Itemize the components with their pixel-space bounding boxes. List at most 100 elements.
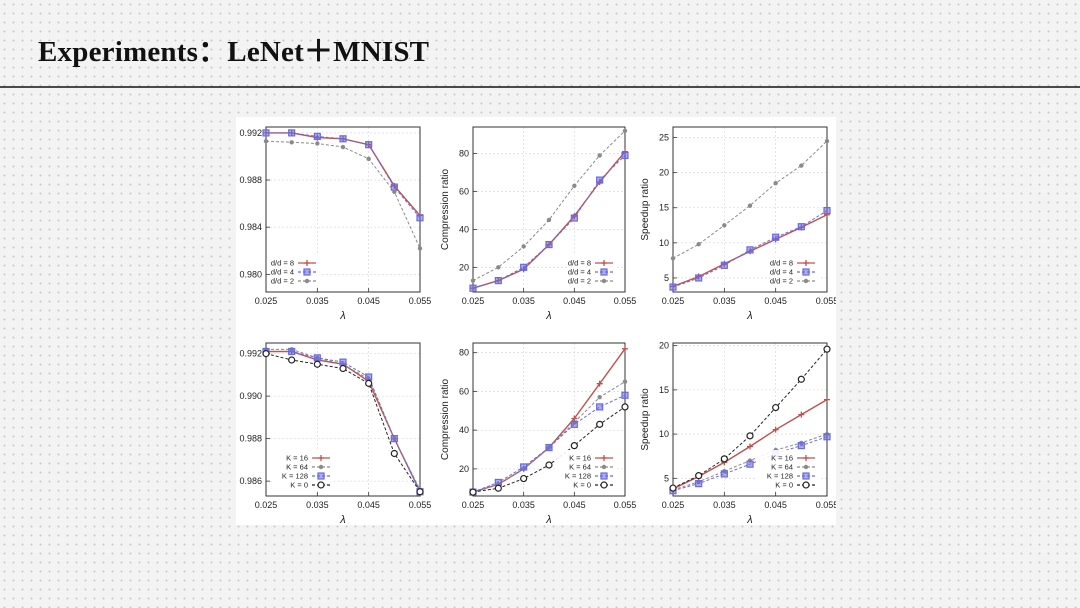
- data-point: [696, 242, 701, 247]
- legend-marker: [803, 464, 809, 470]
- x-tick-label: 0.025: [255, 500, 278, 510]
- legend-label: K = 16: [771, 454, 793, 463]
- y-tick-label: 0.992: [239, 128, 262, 138]
- x-tick-label: 0.045: [764, 500, 787, 510]
- data-point: [288, 129, 296, 137]
- data-point: [622, 345, 628, 352]
- data-point: [669, 283, 677, 291]
- data-point: [392, 189, 397, 195]
- data-point: [746, 246, 754, 254]
- data-point: [470, 278, 476, 283]
- y-tick-label: 0.984: [239, 222, 262, 232]
- legend-marker: [318, 464, 324, 470]
- data-point: [747, 443, 753, 450]
- data-point: [596, 420, 604, 428]
- data-point: [746, 432, 754, 440]
- data-point: [545, 461, 553, 469]
- legend: d/d = 8d/d = 4d/d = 2: [568, 255, 617, 286]
- y-tick-label: 80: [459, 348, 469, 358]
- x-tick-label: 0.035: [306, 500, 329, 510]
- data-point: [262, 129, 270, 137]
- legend-box: [569, 255, 617, 286]
- y-axis-label: Compression ratio: [440, 378, 451, 460]
- x-tick-label: 0.025: [662, 296, 685, 306]
- chart-4: 0.025 0.035 0.045 0.055 0.986 0.988 0.990 0.992…: [239, 342, 431, 525]
- data-point: [596, 380, 603, 387]
- legend-label: K = 64: [771, 463, 793, 472]
- data-point: [720, 455, 728, 463]
- data-point: [797, 375, 805, 383]
- data-point: [289, 140, 294, 145]
- data-point: [621, 151, 629, 160]
- y-tick-label: 10: [659, 238, 669, 248]
- data-point: [772, 403, 780, 412]
- legend-marker: [802, 268, 810, 276]
- data-point: [720, 470, 728, 478]
- data-point: [469, 488, 477, 496]
- legend-label: d/d = 8: [271, 259, 294, 268]
- data-point: [572, 183, 577, 188]
- y-tick-label: 20: [659, 341, 669, 351]
- legend-label: d/d = 4: [271, 268, 294, 277]
- x-tick-label: 0.035: [713, 296, 736, 306]
- data-point: [772, 233, 780, 241]
- x-tick-label: 0.055: [816, 296, 836, 306]
- y-axis-label: Speedup ratio: [640, 178, 651, 241]
- series-line: [672, 140, 828, 259]
- legend-marker: [802, 472, 810, 480]
- x-axis-label: λ: [746, 310, 752, 322]
- x-tick-label: 0.055: [816, 500, 836, 510]
- data-point: [521, 244, 526, 249]
- data-point: [546, 217, 552, 223]
- legend-marker: [803, 278, 809, 284]
- legend-label: d/d = 8: [568, 259, 591, 268]
- data-point: [417, 246, 423, 251]
- legend-marker: [600, 268, 608, 276]
- data-point: [722, 223, 727, 228]
- data-point: [596, 176, 604, 184]
- data-point: [340, 144, 346, 150]
- data-point: [416, 488, 424, 496]
- data-point: [390, 183, 398, 191]
- data-point: [747, 203, 753, 208]
- legend-label: K = 128: [767, 472, 793, 481]
- data-point: [288, 347, 296, 356]
- data-point: [597, 153, 602, 158]
- y-tick-label: 0.990: [239, 391, 262, 401]
- legend-marker: [318, 455, 324, 461]
- y-tick-label: 0.992: [239, 349, 262, 359]
- legend-label: K = 0: [290, 481, 308, 490]
- legend-label: K = 128: [565, 472, 591, 481]
- data-point: [597, 395, 602, 400]
- plot-frame: [265, 126, 421, 293]
- data-point: [339, 135, 347, 143]
- legend-marker: [303, 268, 311, 276]
- x-tick-label: 0.045: [563, 296, 586, 306]
- x-tick-label: 0.055: [409, 296, 432, 306]
- data-point: [545, 443, 553, 452]
- x-tick-label: 0.045: [563, 500, 586, 510]
- data-point: [365, 141, 373, 149]
- x-tick-label: 0.025: [462, 296, 485, 306]
- y-tick-label: 0.988: [239, 434, 262, 444]
- data-point: [695, 472, 703, 480]
- legend-label: K = 64: [286, 463, 308, 472]
- chart-2: 0.025 0.035 0.045 0.055 20 40 60 80 λ Compression…: [440, 126, 637, 322]
- x-tick-label: 0.055: [614, 296, 637, 306]
- chart-5: 0.025 0.035 0.045 0.055 20 40 60 80 λ Compression…: [440, 342, 636, 525]
- data-point: [315, 141, 320, 146]
- x-tick-label: 0.045: [764, 296, 787, 306]
- data-point: [799, 163, 804, 168]
- legend-label: K = 128: [282, 472, 308, 481]
- data-point: [824, 138, 830, 144]
- y-tick-label: 5: [664, 473, 669, 483]
- y-tick-label: 0.980: [239, 269, 262, 279]
- data-point: [496, 265, 501, 270]
- data-point: [366, 156, 371, 162]
- data-point: [520, 463, 528, 471]
- legend-marker: [802, 481, 810, 489]
- data-point: [823, 206, 831, 215]
- legend-label: K = 0: [775, 481, 793, 490]
